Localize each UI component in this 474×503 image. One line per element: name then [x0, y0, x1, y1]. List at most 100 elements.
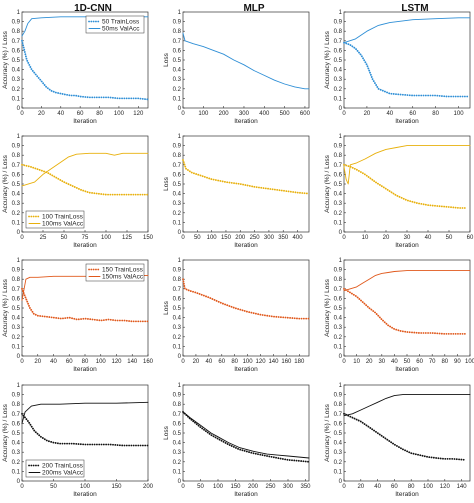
plot-area-lstm-100ms: [343, 135, 471, 233]
x-tick-label: 200: [143, 484, 154, 490]
y-tick-label: 0.9: [12, 393, 21, 399]
x-tick-label: 80: [441, 359, 448, 365]
subplot-1d-cnn-100ms: 0 0.1 0.2 0.3 0.4 0.5 0.6 0.7 0.8 0.9 1 0 25 50 75 100 1…: [2, 134, 154, 249]
y-tick-label: 0.8: [334, 29, 343, 35]
y-tick-label: 0.8: [173, 153, 182, 159]
x-tick-label: 0: [342, 235, 346, 241]
y-tick-label: 0.4: [12, 192, 21, 198]
x-tick-label: 100: [423, 484, 434, 490]
x-tick-label: 100: [198, 111, 209, 117]
x-tick-label: 350: [278, 235, 289, 241]
y-tick-label: 0.3: [12, 77, 21, 83]
x-tick-label: 100: [101, 235, 112, 241]
y-tick-label: 0.7: [334, 287, 343, 293]
y-tick-label: 1: [339, 258, 343, 264]
x-tick-label: 140: [268, 359, 279, 365]
y-tick-label: 0.2: [334, 87, 343, 93]
x-axis-label: Iteration: [73, 491, 97, 498]
x-tick-label: 100: [114, 111, 125, 117]
series-line-series-1: [343, 17, 471, 44]
y-tick-label: 0.1: [334, 96, 343, 102]
y-tick-label: 1: [339, 134, 343, 140]
x-tick-label: 40: [425, 235, 432, 241]
y-tick-label: 0.5: [12, 58, 21, 64]
legend-entry-label: 200ms ValAcc: [42, 470, 84, 477]
subplot-lstm-150ms: 00.10.20.30.40.50.60.70.80.910 10 20 30 40 50…: [324, 258, 474, 373]
x-axis-label: Iteration: [234, 366, 258, 373]
x-tick-label: 0: [20, 111, 24, 117]
y-tick-label: 1: [178, 258, 182, 264]
x-tick-label: 60: [409, 111, 416, 117]
x-tick-label: 0: [20, 359, 24, 365]
subplot-lstm-100ms: 00.10.20.30.40.50.60.70.80.910 10 20 30 40 50…: [324, 134, 474, 249]
x-tick-label: 300: [239, 111, 250, 117]
x-tick-label: 400: [293, 235, 304, 241]
y-axis-label: Loss: [163, 52, 170, 66]
y-tick-label: 0.8: [334, 402, 343, 408]
y-tick-label: 0.7: [334, 412, 343, 418]
y-tick-label: 0.7: [12, 39, 21, 45]
y-tick-label: 0.5: [173, 58, 182, 64]
y-tick-label: 0.2: [173, 460, 182, 466]
x-tick-label: 40: [57, 111, 64, 117]
x-tick-label: 60: [416, 359, 423, 365]
x-tick-label: 100: [80, 484, 91, 490]
x-tick-label: 500: [280, 111, 291, 117]
x-tick-label: 120: [111, 359, 122, 365]
x-tick-label: 0: [342, 111, 346, 117]
x-axis-label: Iteration: [395, 242, 419, 249]
x-tick-label: 200: [219, 111, 230, 117]
y-axis-label: Accuracy (%) / Loss: [324, 30, 331, 89]
y-tick-label: 0.7: [12, 163, 21, 169]
x-tick-label: 50: [404, 359, 411, 365]
series-line-series-0: [343, 41, 469, 98]
y-tick-label: 0.7: [12, 412, 21, 418]
series-line-200-trainloss: [21, 412, 149, 447]
y-tick-label: 0.9: [173, 20, 182, 26]
x-tick-label: 75: [82, 235, 89, 241]
y-tick-label: 0: [178, 106, 182, 112]
x-axis-label: Iteration: [73, 366, 97, 373]
x-tick-label: 120: [133, 111, 144, 117]
legend-box: [25, 459, 85, 478]
series-line-series-0: [343, 163, 467, 209]
y-tick-label: 0: [339, 354, 343, 360]
subplot-mlp-100ms: 0 0.1 0.2 0.3 0.4 0.5 0.6 0.7 0.8 0.9 1 0 50 100 150 20…: [163, 134, 310, 249]
x-tick-label: 100: [213, 484, 224, 490]
y-tick-label: 0.2: [334, 211, 343, 217]
y-tick-label: 0.1: [173, 344, 182, 350]
y-tick-label: 0.9: [173, 393, 182, 399]
y-tick-label: 0.2: [334, 335, 343, 341]
x-tick-label: 100: [465, 359, 474, 365]
series-line-series-1: [343, 394, 471, 417]
y-tick-label: 0.4: [334, 68, 343, 74]
plot-area-lstm-200ms: [343, 384, 471, 482]
legend-entry-label: 200 TrainLoss: [42, 463, 84, 470]
x-tick-label: 0: [342, 359, 346, 365]
x-tick-label: 60: [467, 235, 474, 241]
y-tick-label: 1: [178, 134, 182, 140]
y-tick-label: 0.2: [12, 211, 21, 217]
y-tick-label: 0: [17, 230, 21, 236]
y-tick-label: 0.9: [12, 144, 21, 150]
y-axis-label: Accuracy (%) / Loss: [2, 154, 9, 213]
legend-box: [85, 15, 145, 34]
x-tick-label: 0: [20, 484, 24, 490]
y-tick-label: 0.5: [12, 431, 21, 437]
y-tick-label: 0.4: [334, 441, 343, 447]
column-title-lstm: LSTM: [401, 3, 428, 14]
x-tick-label: 125: [122, 235, 133, 241]
y-tick-label: 0.6: [12, 421, 21, 427]
y-tick-label: 0.6: [12, 296, 21, 302]
y-tick-label: 0.1: [173, 96, 182, 102]
y-tick-label: 0.3: [173, 201, 182, 207]
y-tick-label: 0.1: [334, 469, 343, 475]
y-tick-label: 0.7: [334, 39, 343, 45]
subplot-mlp-150ms: 0 0.1 0.2 0.3 0.4 0.5 0.6 0.7 0.8 0.9 1 0 20 40 60 80 10…: [163, 258, 310, 373]
x-tick-label: 600: [300, 111, 311, 117]
y-tick-label: 0.3: [173, 450, 182, 456]
subplot-1d-cnn-200ms: 0 0.1 0.2 0.3 0.4 0.5 0.6 0.7 0.8 0.9 1 0 50 100 150 20…: [2, 383, 154, 498]
